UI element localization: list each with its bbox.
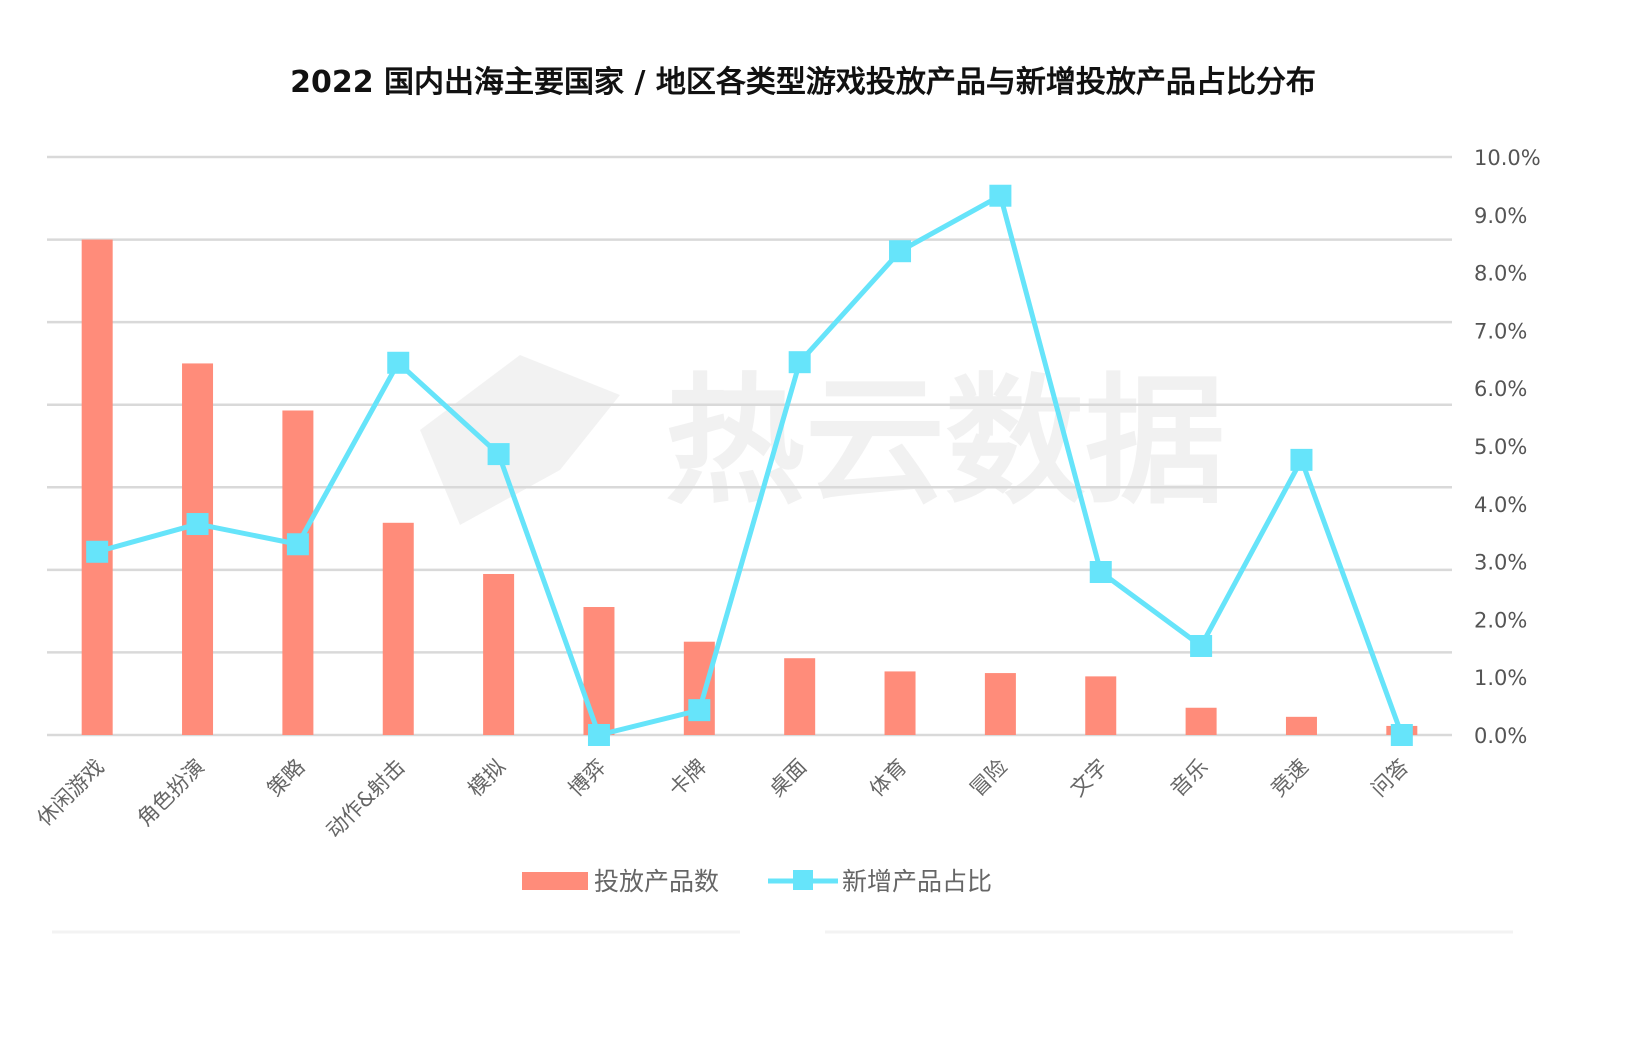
category-label: 博弈 [564, 755, 611, 802]
legend-label: 新增产品占比 [842, 867, 992, 896]
line-marker [1390, 724, 1413, 746]
right-axis-tick-label: 9.0% [1474, 204, 1527, 228]
line-marker [186, 513, 209, 536]
bar [1085, 676, 1117, 735]
category-label: 休闲游戏 [32, 755, 108, 831]
line-marker [587, 724, 610, 746]
bar [984, 673, 1016, 735]
category-label: 动作&射击 [322, 755, 410, 843]
right-axis-tick-label: 1.0% [1474, 666, 1527, 690]
right-axis-tick-label: 6.0% [1474, 377, 1527, 401]
line-marker [889, 240, 912, 263]
bar [583, 607, 615, 735]
bar [884, 671, 916, 735]
line-marker [286, 533, 309, 556]
right-axis-tick-label: 3.0% [1474, 551, 1527, 575]
line-marker [86, 540, 109, 563]
line-marker [989, 184, 1012, 207]
chart-title: 2022 国内出海主要国家 / 地区各类型游戏投放产品与新增投放产品占比分布 [290, 65, 1316, 100]
line-marker [1089, 561, 1112, 584]
bar [784, 658, 816, 735]
right-axis-tick-label: 5.0% [1474, 435, 1527, 459]
line-marker [387, 351, 410, 374]
line-marker [1290, 448, 1313, 471]
watermark-logo-icon [420, 355, 620, 525]
category-label: 文字 [1066, 755, 1113, 802]
legend-label: 投放产品数 [594, 867, 719, 896]
category-label: 音乐 [1166, 755, 1213, 802]
right-axis-tick-label: 8.0% [1474, 262, 1527, 286]
category-label: 体育 [865, 755, 912, 802]
line-marker [487, 443, 510, 466]
right-axis-tick-label: 4.0% [1474, 493, 1527, 517]
category-label: 策略 [263, 755, 310, 802]
category-label: 模拟 [463, 755, 510, 802]
category-label: 问答 [1367, 755, 1414, 802]
category-label: 竞速 [1266, 755, 1313, 802]
bar [382, 522, 414, 735]
bar [483, 573, 515, 735]
right-axis-tick-label: 7.0% [1474, 319, 1527, 343]
bar [282, 410, 314, 735]
category-label: 角色扮演 [133, 755, 209, 831]
line-marker [688, 699, 711, 722]
line-marker [788, 351, 811, 374]
category-label: 冒险 [965, 755, 1012, 802]
bar [182, 363, 214, 735]
category-label: 卡牌 [664, 755, 711, 802]
legend-line-marker [793, 870, 813, 890]
right-axis-tick-label: 10.0% [1474, 146, 1541, 170]
right-axis-tick-label: 0.0% [1474, 724, 1527, 748]
bar [81, 239, 113, 736]
right-axis-tick-label: 2.0% [1474, 608, 1527, 632]
category-label: 桌面 [765, 755, 812, 802]
line-series [96, 193, 1405, 738]
legend-bar-swatch [522, 872, 588, 890]
bar [1185, 707, 1217, 735]
watermark-text: 热云数据 [665, 361, 1225, 524]
line-marker [1190, 634, 1213, 657]
bar [1285, 716, 1317, 735]
